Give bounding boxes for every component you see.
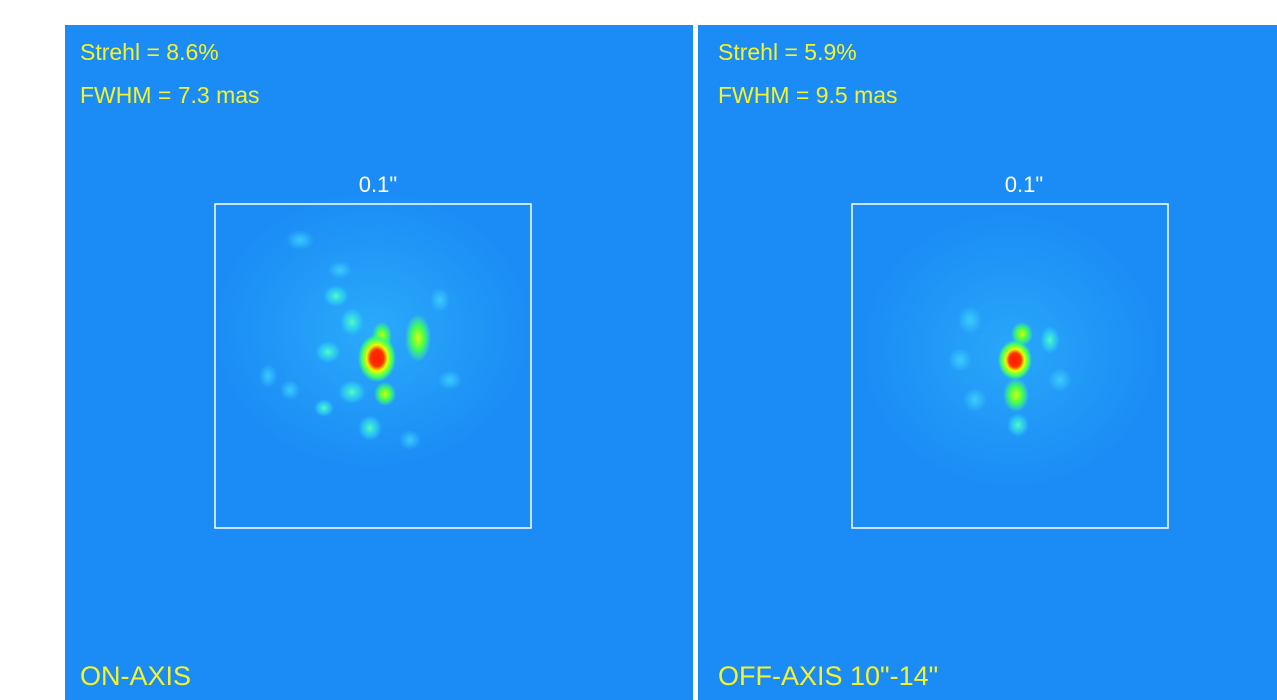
psf [212,190,532,470]
panel-right: Strehl = 5.9% FWHM = 9.5 mas 0.1" OFF-AX… [698,25,1277,700]
scale-label: 0.1" [359,172,397,197]
strehl: Strehl = 8.6% [80,39,219,65]
strehl: Strehl = 5.9% [718,39,857,65]
panel-left: Strehl = 8.6% FWHM = 7.3 mas 0.1" ON-AXI… [65,25,693,700]
fwhm: FWHM = 9.5 mas [718,82,898,108]
panel-label: ON-AXIS [80,661,191,691]
psf [860,210,1160,490]
fwhm: FWHM = 7.3 mas [80,82,260,108]
panel-label: OFF-AXIS 10"-14" [718,661,938,691]
scale-label: 0.1" [1005,172,1043,197]
figure: Strehl = 8.6% FWHM = 7.3 mas 0.1" ON-AXI… [0,0,1277,700]
